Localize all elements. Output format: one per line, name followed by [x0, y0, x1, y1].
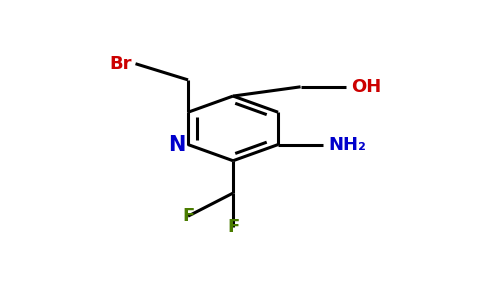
Text: NH₂: NH₂ — [329, 136, 366, 154]
Text: Br: Br — [109, 55, 132, 73]
Text: F: F — [182, 207, 194, 225]
Text: N: N — [168, 135, 185, 155]
Text: F: F — [227, 218, 239, 236]
Text: OH: OH — [351, 78, 381, 96]
